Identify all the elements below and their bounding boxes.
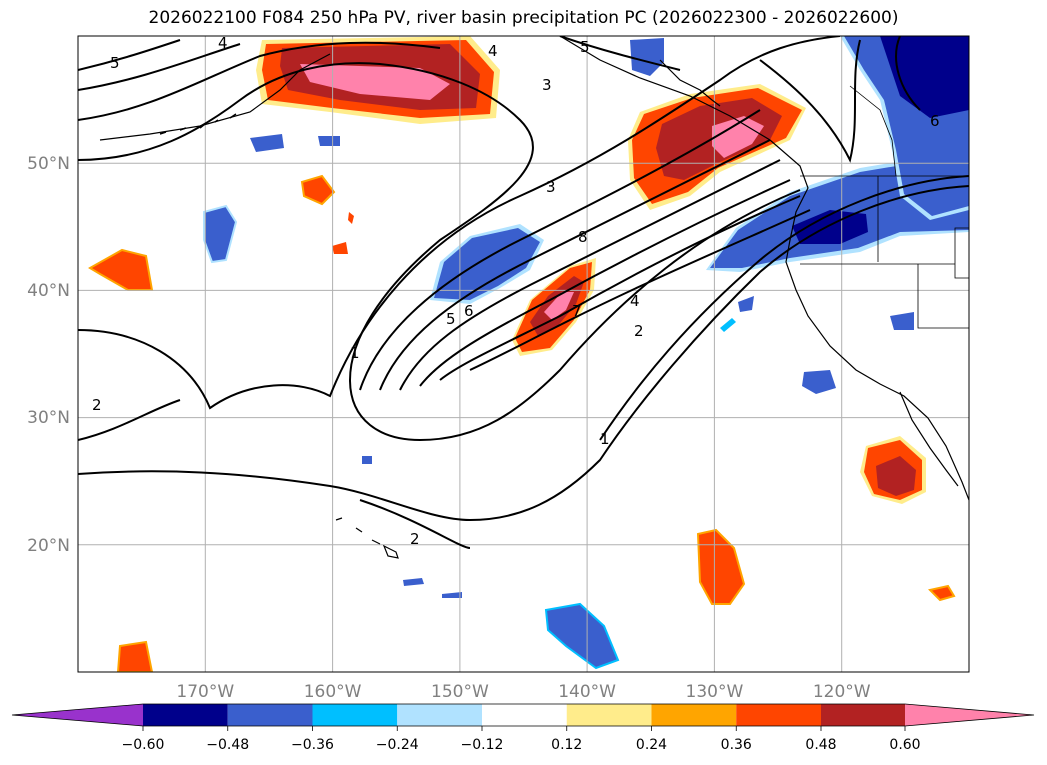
map-title: 2026022100 F084 250 hPa PV, river basin … (148, 8, 899, 28)
colorbar-segment (651, 704, 737, 726)
colorbar-extend-low (12, 704, 143, 726)
pv-contour-labels: 5 4 4 5 3 3 8 5 6 7 4 2 1 1 2 2 6 (92, 34, 940, 548)
colorbar-ticks (142, 726, 906, 731)
pv-contour-ridge (78, 62, 801, 442)
lon-tick-label: 170°W (176, 682, 234, 702)
lat-tick-label: 50°N (27, 154, 70, 174)
colorbar-segment (736, 704, 821, 726)
pv-label-4c: 4 (630, 292, 640, 310)
coastline-north-america (559, 36, 969, 501)
pv-contour-2-south (78, 185, 969, 522)
lat-tick-label: 20°N (27, 536, 70, 556)
pv-label-2a: 2 (634, 322, 644, 340)
colorbar-segment (566, 704, 652, 726)
pv-label-5c: 5 (446, 310, 456, 328)
lon-tick-labels: 170°W 160°W 150°W 140°W 130°W 120°W (176, 682, 870, 702)
colorbar-segment (397, 704, 482, 726)
pv-label-4a: 4 (218, 34, 228, 52)
pv-label-6b: 6 (930, 112, 940, 130)
colorbar-tick-label: −0.24 (376, 737, 419, 753)
colorbar-extend-high (905, 704, 1034, 726)
pv-label-4b: 4 (488, 42, 498, 60)
colorbar-tick-label: −0.12 (461, 737, 504, 753)
lon-tick-label: 140°W (558, 682, 616, 702)
lat-tick-label: 40°N (27, 281, 70, 301)
pv-contours (78, 36, 969, 549)
coastline-hawaii (335, 517, 399, 559)
colorbar-segment (821, 704, 905, 726)
lat-tick-labels: 50°N 40°N 30°N 20°N (27, 154, 70, 556)
colorbar-segment (312, 704, 398, 726)
colorbar: −0.60 −0.48 −0.36 −0.24 −0.12 0.12 0.24 … (11, 703, 1035, 753)
pv-label-2b: 2 (92, 396, 102, 414)
lon-tick-label: 120°W (813, 682, 871, 702)
colorbar-segment (227, 704, 313, 726)
map-frame (77, 35, 970, 673)
pv-label-5a: 5 (110, 54, 120, 72)
pv-label-3a: 3 (542, 76, 552, 94)
colorbar-segment (143, 704, 228, 726)
colorbar-tick-label: 0.24 (636, 737, 667, 753)
lon-tick-label: 150°W (431, 682, 489, 702)
colorbar-tick-label: 0.60 (889, 737, 920, 753)
colorbar-tick-label: −0.36 (291, 737, 334, 753)
pv-label-1a: 1 (350, 344, 360, 362)
colorbar-tick-label: −0.60 (122, 737, 165, 753)
colorbar-tick-label: 0.36 (721, 737, 752, 753)
coastline-baja (899, 391, 959, 487)
precip-blob-hawaii-east (696, 528, 746, 605)
colorbar-tick-label: −0.48 (206, 737, 249, 753)
pv-label-2c: 2 (410, 530, 420, 548)
pv-label-1b: 1 (600, 430, 610, 448)
lon-tick-label: 160°W (304, 682, 362, 702)
pv-contour-1b (599, 175, 969, 441)
gridlines (78, 36, 969, 672)
pv-label-5b: 5 (580, 38, 590, 56)
pv-label-6a: 6 (464, 302, 474, 320)
lon-tick-label: 130°W (686, 682, 744, 702)
pv-label-8: 8 (578, 228, 588, 246)
borders (800, 85, 969, 329)
pv-contour-2-west (78, 399, 181, 441)
lat-tick-label: 30°N (27, 408, 70, 428)
pv-contour-1 (78, 36, 841, 410)
colorbar-tick-label: 0.12 (551, 737, 582, 753)
pv-label-3b: 3 (546, 178, 556, 196)
colorbar-segment (482, 704, 567, 726)
precip-shading (88, 36, 969, 672)
colorbar-tick-label: 0.48 (805, 737, 836, 753)
pv-label-7: 7 (572, 302, 582, 320)
